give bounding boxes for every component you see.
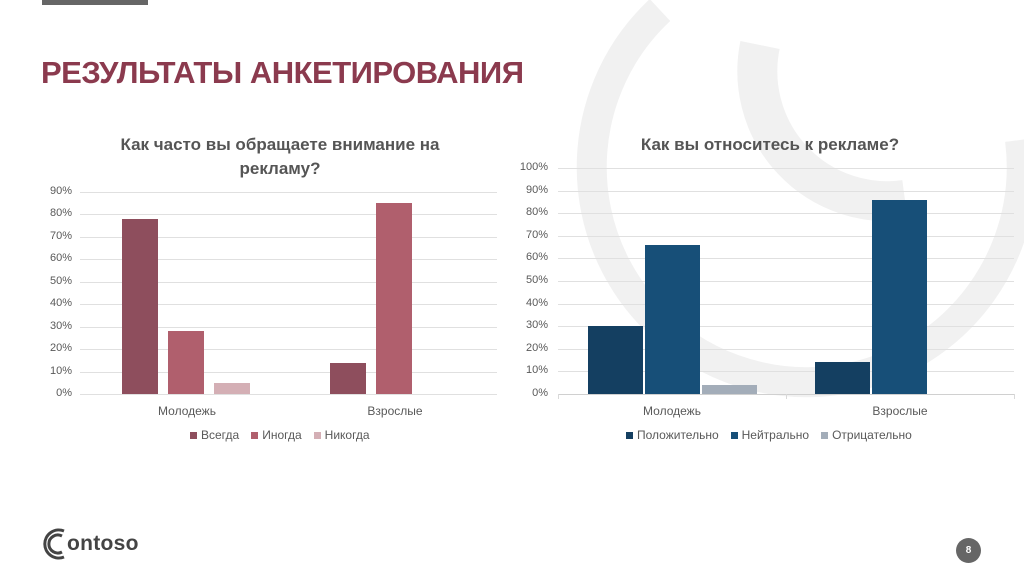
bar	[376, 203, 412, 394]
chart-title: Как вы относитесь к рекламе?	[640, 135, 900, 154]
logo-text: ontoso	[67, 532, 139, 555]
y-tick-label: 30%	[49, 319, 72, 332]
y-tick-label: 50%	[525, 274, 548, 286]
legend-label: Всегда	[201, 428, 240, 442]
top-accent-bar	[42, 0, 148, 5]
gridline	[80, 259, 497, 261]
gridline	[80, 192, 497, 193]
legend-label: Отрицательно	[832, 428, 912, 442]
y-tick-label: 90%	[49, 185, 72, 197]
legend-label: Никогда	[324, 428, 370, 442]
legend-item: Всегда	[190, 428, 239, 442]
gridline	[80, 281, 497, 283]
bar	[815, 362, 870, 394]
bar	[588, 326, 643, 394]
y-tick-label: 0%	[56, 387, 72, 399]
y-tick-label: 80%	[49, 207, 72, 220]
legend-swatch-icon	[190, 431, 197, 439]
gridline	[558, 235, 1014, 237]
x-category-label: Взрослые	[367, 404, 423, 418]
y-tick-label: 40%	[49, 297, 72, 310]
legend-item: Иногда	[251, 428, 302, 442]
legend-item: Отрицательно	[821, 428, 912, 442]
y-tick-label: 20%	[525, 341, 548, 354]
gridline	[558, 371, 1014, 373]
bar	[645, 244, 700, 394]
chart-title-line-1: Как часто вы обращаете внимание на	[120, 135, 440, 154]
x-category-label: Взрослые	[872, 404, 928, 418]
x-category-label: Молодежь	[158, 404, 216, 418]
gridline	[558, 213, 1014, 215]
gridline	[80, 304, 497, 306]
gridline	[558, 190, 1014, 192]
legend-swatch-icon	[313, 431, 321, 439]
bar	[168, 331, 204, 394]
y-tick-label: 20%	[49, 342, 72, 355]
gridline	[80, 394, 497, 395]
legend-swatch-icon	[626, 431, 633, 439]
legend-swatch-icon	[251, 431, 259, 439]
y-tick-label: 50%	[49, 274, 72, 287]
chart-legend: Положительно Нейтрально Отрицательно	[626, 428, 912, 442]
gridline	[558, 168, 1014, 169]
bar	[122, 218, 158, 394]
page-title: РЕЗУЛЬТАТЫ АНКЕТИРОВАНИЯ	[41, 55, 524, 90]
chart-title: Как часто вы обращаете внимание на рекла…	[60, 133, 500, 181]
gridline	[558, 303, 1014, 305]
y-tick-label: 70%	[525, 228, 548, 241]
y-tick-label: 70%	[49, 229, 72, 242]
gridline	[558, 348, 1014, 350]
x-axis-tick	[1014, 394, 1015, 399]
y-tick-label: 40%	[525, 296, 548, 309]
gridline	[558, 326, 1014, 328]
x-axis-tick	[786, 394, 787, 399]
legend-item: Нейтрально	[730, 428, 810, 442]
legend-swatch-icon	[821, 431, 829, 439]
legend-label: Нейтрально	[741, 428, 810, 442]
chart-legend: Всегда Иногда Никогда	[190, 428, 370, 442]
x-axis-tick	[558, 394, 559, 399]
y-tick-label: 60%	[525, 251, 548, 264]
y-tick-label: 30%	[525, 319, 548, 332]
gridline	[80, 326, 497, 328]
y-tick-label: 10%	[49, 364, 72, 377]
x-category-label: Молодежь	[643, 404, 701, 418]
gridline	[558, 281, 1014, 282]
y-tick-label: 100%	[519, 161, 548, 173]
contoso-c-icon	[43, 528, 65, 560]
bar	[214, 382, 250, 394]
y-tick-label: 90%	[525, 183, 548, 196]
y-tick-label: 10%	[525, 364, 548, 377]
y-tick-label: 0%	[532, 387, 548, 399]
page-number-badge: 8	[956, 538, 981, 563]
gridline	[80, 371, 497, 373]
legend-label: Иногда	[262, 428, 302, 442]
bar	[330, 362, 366, 394]
chart-title-line-2: рекламу?	[239, 159, 321, 178]
gridline	[80, 236, 497, 238]
gridline	[558, 258, 1014, 260]
gridline	[80, 214, 497, 216]
bar	[872, 199, 927, 394]
legend-item: Никогда	[313, 428, 370, 442]
legend-item: Положительно	[626, 428, 719, 442]
legend-swatch-icon	[730, 431, 738, 439]
y-tick-label: 80%	[525, 206, 548, 219]
y-tick-label: 60%	[49, 252, 72, 265]
gridline	[80, 349, 497, 351]
contoso-logo: ontoso	[40, 527, 139, 561]
legend-label: Положительно	[637, 428, 719, 442]
bar	[702, 384, 757, 394]
